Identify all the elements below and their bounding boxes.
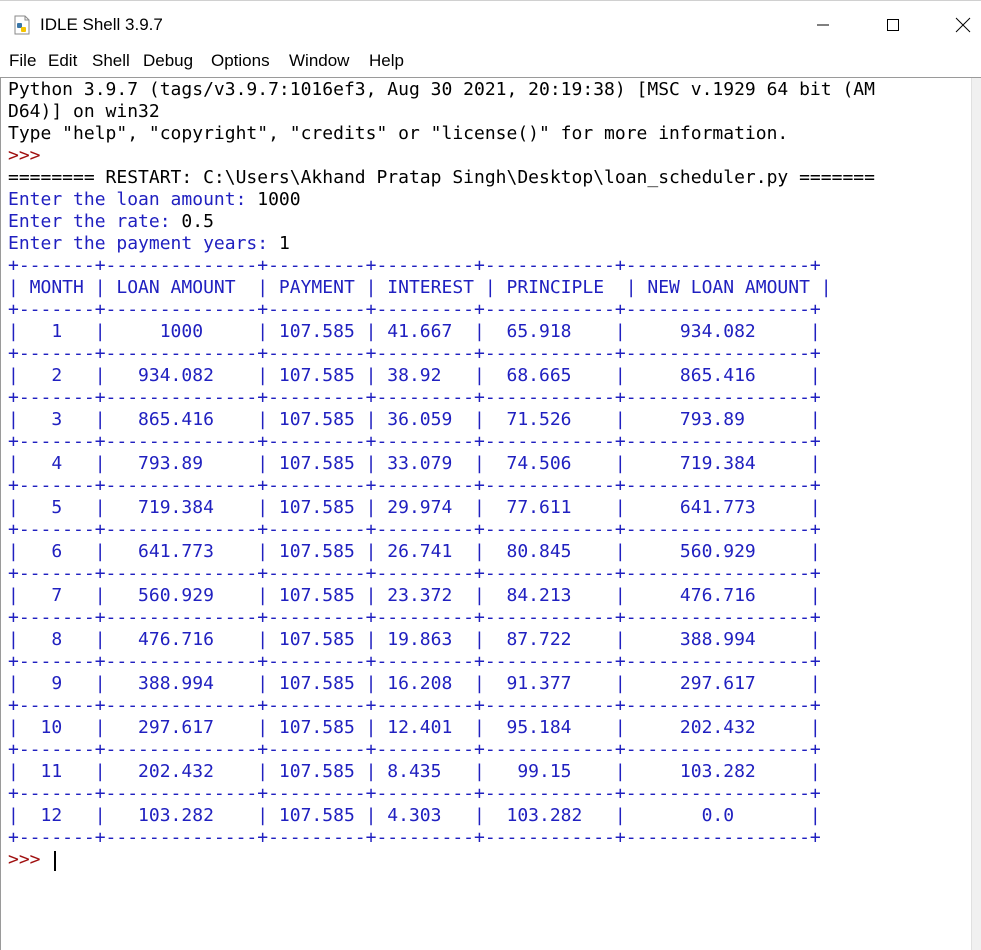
table-row: | 1 | 1000 | 107.585 | 41.667 | 65.918 |…: [8, 321, 821, 342]
table-border: +-------+--------------+---------+------…: [8, 827, 821, 848]
table-row: | 12 | 103.282 | 107.585 | 4.303 | 103.2…: [8, 805, 821, 826]
close-button[interactable]: [940, 1, 981, 49]
minimize-button[interactable]: [800, 1, 846, 49]
table-row: | 5 | 719.384 | 107.585 | 29.974 | 77.61…: [8, 497, 821, 518]
menu-bar: File Edit Shell Debug Options Window Hel…: [0, 48, 981, 76]
table-border: +-------+--------------+---------+------…: [8, 519, 821, 540]
table-row: | 10 | 297.617 | 107.585 | 12.401 | 95.1…: [8, 717, 821, 738]
minimize-icon: [817, 24, 829, 26]
close-icon: [955, 17, 971, 33]
window-title: IDLE Shell 3.9.7: [40, 15, 163, 34]
vertical-scrollbar[interactable]: [971, 78, 981, 950]
table-border: +-------+--------------+---------+------…: [8, 739, 821, 760]
table-row: | 4 | 793.89 | 107.585 | 33.079 | 74.506…: [8, 453, 821, 474]
menu-window[interactable]: Window: [289, 51, 350, 70]
table-border: +-------+--------------+---------+------…: [8, 343, 821, 364]
table-row: | 6 | 641.773 | 107.585 | 26.741 | 80.84…: [8, 541, 821, 562]
table-border: +-------+--------------+---------+------…: [8, 255, 821, 276]
shell-text-area[interactable]: [0, 77, 981, 950]
input-line: Enter the rate: 0.5: [8, 211, 214, 233]
menu-shell[interactable]: Shell: [92, 51, 130, 70]
table-row: | 7 | 560.929 | 107.585 | 23.372 | 84.21…: [8, 585, 821, 606]
menu-file[interactable]: File: [9, 51, 37, 70]
table-border: +-------+--------------+---------+------…: [8, 475, 821, 496]
table-row: | 11 | 202.432 | 107.585 | 8.435 | 99.15…: [8, 761, 821, 782]
input-line: Enter the loan amount: 1000: [8, 189, 301, 211]
input-prompt: Enter the loan amount:: [8, 189, 258, 210]
table-border: +-------+--------------+---------+------…: [8, 651, 821, 672]
input-prompt: Enter the rate:: [8, 211, 182, 232]
input-prompt: Enter the payment years:: [8, 233, 279, 254]
maximize-icon: [887, 19, 899, 31]
table-header: | MONTH | LOAN AMOUNT | PAYMENT | INTERE…: [8, 277, 832, 298]
menu-edit[interactable]: Edit: [48, 51, 78, 70]
shell-prompt: >>>: [8, 849, 41, 870]
input-value: 0.5: [181, 211, 214, 232]
menu-debug[interactable]: Debug: [143, 51, 194, 70]
table-row: | 2 | 934.082 | 107.585 | 38.92 | 68.665…: [8, 365, 821, 386]
table-border: +-------+--------------+---------+------…: [8, 387, 821, 408]
banner-line: D64)] on win32: [8, 101, 160, 122]
maximize-button[interactable]: [870, 1, 916, 49]
banner-line: Type "help", "copyright", "credits" or "…: [8, 123, 789, 144]
table-row: | 3 | 865.416 | 107.585 | 36.059 | 71.52…: [8, 409, 821, 430]
input-value: 1: [278, 233, 290, 254]
table-border: +-------+--------------+---------+------…: [8, 299, 821, 320]
input-value: 1000: [257, 189, 301, 210]
table-border: +-------+--------------+---------+------…: [8, 783, 821, 804]
shell-prompt: >>>: [8, 145, 41, 166]
menu-help[interactable]: Help: [369, 51, 404, 70]
table-row: | 8 | 476.716 | 107.585 | 19.863 | 87.72…: [8, 629, 821, 650]
table-border: +-------+--------------+---------+------…: [8, 563, 821, 584]
menu-options[interactable]: Options: [211, 51, 270, 70]
text-cursor: [54, 851, 56, 871]
title-bar: IDLE Shell 3.9.7: [0, 0, 981, 48]
python-file-icon: [14, 15, 30, 35]
table-border: +-------+--------------+---------+------…: [8, 431, 821, 452]
restart-line: ======== RESTART: C:\Users\Akhand Pratap…: [8, 167, 875, 188]
table-row: | 9 | 388.994 | 107.585 | 16.208 | 91.37…: [8, 673, 821, 694]
table-border: +-------+--------------+---------+------…: [8, 695, 821, 716]
table-border: +-------+--------------+---------+------…: [8, 607, 821, 628]
banner-line: Python 3.9.7 (tags/v3.9.7:1016ef3, Aug 3…: [8, 79, 875, 100]
input-line: Enter the payment years: 1: [8, 233, 290, 255]
